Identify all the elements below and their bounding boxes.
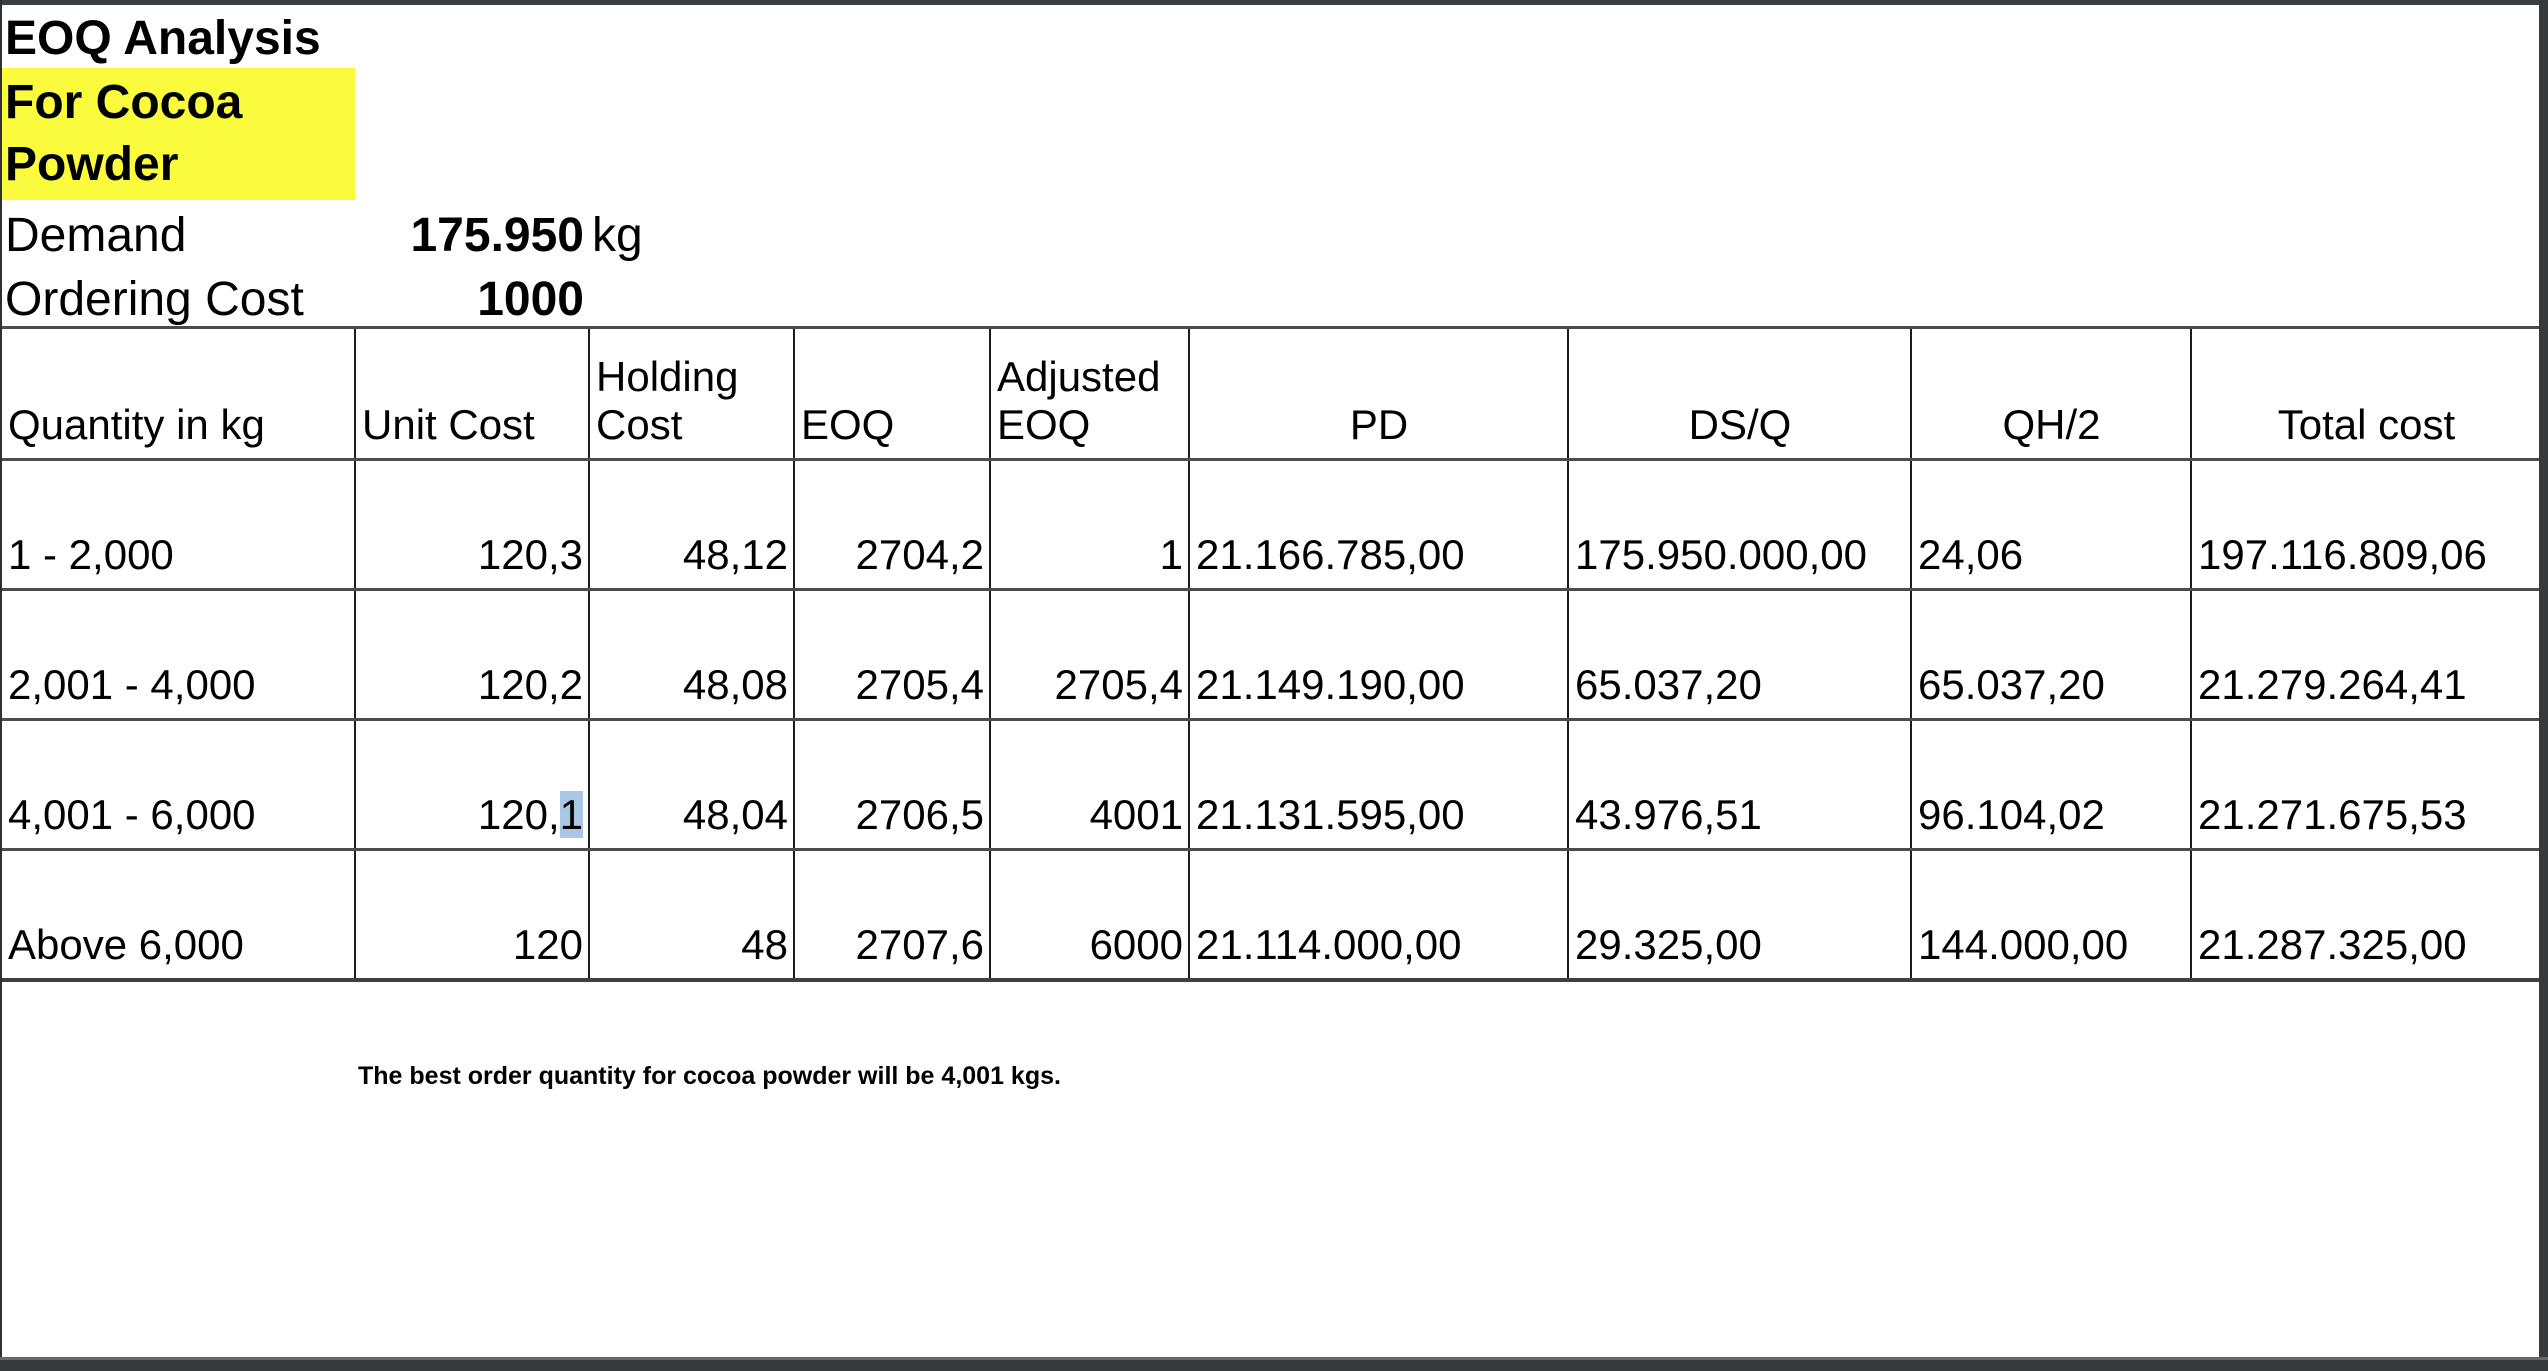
cell-r0-c2[interactable]: 48,12 xyxy=(588,458,795,591)
cell-r0-c6[interactable]: 175.950.000,00 xyxy=(1567,458,1912,591)
window-edge-left xyxy=(0,0,2,1371)
window-edge-bottom xyxy=(0,1357,2548,1371)
cell-r3-c0[interactable]: Above 6,000 xyxy=(0,848,356,981)
cell-r3-c3[interactable]: 2707,6 xyxy=(793,848,991,981)
subtitle-line-2: Powder xyxy=(5,138,179,191)
subtitle-line-1: For Cocoa xyxy=(5,76,243,129)
header-quantity-in-kg[interactable]: Quantity in kg xyxy=(0,326,356,461)
window-edge-right xyxy=(2539,0,2548,1371)
cell-r0-c1[interactable]: 120,3 xyxy=(354,458,590,591)
demand-unit[interactable]: kg xyxy=(592,209,643,262)
cell-r3-c1[interactable]: 120 xyxy=(354,848,590,981)
cell-r1-c2[interactable]: 48,08 xyxy=(588,588,795,721)
window-edge-top xyxy=(0,0,2548,5)
cell-r2-c3[interactable]: 2706,5 xyxy=(793,718,991,851)
header-qh2[interactable]: QH/2 xyxy=(1910,326,2192,461)
ordering-cost-label[interactable]: Ordering Cost xyxy=(5,273,304,326)
header-total-cost[interactable]: Total cost xyxy=(2190,326,2542,461)
cell-r0-c4[interactable]: 1 xyxy=(989,458,1190,591)
cell-r3-c8[interactable]: 21.287.325,00 xyxy=(2190,848,2542,981)
cell-r3-c7[interactable]: 144.000,00 xyxy=(1910,848,2192,981)
header-dsq[interactable]: DS/Q xyxy=(1567,326,1912,461)
selected-text: 1 xyxy=(559,791,583,838)
cell-r0-c0[interactable]: 1 - 2,000 xyxy=(0,458,356,591)
header-adjusted-eoq[interactable]: Adjusted EOQ xyxy=(989,326,1190,461)
table-header-row: Quantity in kg Unit Cost Holding Cost EO… xyxy=(0,326,2542,461)
cell-r3-c5[interactable]: 21.114.000,00 xyxy=(1188,848,1569,981)
table-row: 4,001 - 6,000 120,1 48,04 2706,5 4001 21.131.… xyxy=(0,718,2542,851)
cell-r2-c8[interactable]: 21.271.675,53 xyxy=(2190,718,2542,851)
cell-r3-c4[interactable]: 6000 xyxy=(989,848,1190,981)
header-unit-cost[interactable]: Unit Cost xyxy=(354,326,590,461)
sheet-title[interactable]: EOQ Analysis xyxy=(5,12,321,65)
cell-r1-c4[interactable]: 2705,4 xyxy=(989,588,1190,721)
cell-r1-c0[interactable]: 2,001 - 4,000 xyxy=(0,588,356,721)
conclusion-note[interactable]: The best order quantity for cocoa powder… xyxy=(358,1062,1061,1090)
header-holding-cost[interactable]: Holding Cost xyxy=(588,326,795,461)
ordering-cost-value[interactable]: 1000 xyxy=(477,273,584,326)
table-row: 1 - 2,000 120,3 48,12 2704,2 1 21.166.785,00 1… xyxy=(0,458,2542,591)
header-pd[interactable]: PD xyxy=(1188,326,1569,461)
cell-r1-c7[interactable]: 65.037,20 xyxy=(1910,588,2192,721)
cell-r1-c3[interactable]: 2705,4 xyxy=(793,588,991,721)
cell-r0-c8[interactable]: 197.116.809,06 xyxy=(2190,458,2542,591)
sheet-subtitle-highlighted[interactable]: For Cocoa Powder xyxy=(2,68,355,200)
cell-r3-c2[interactable]: 48 xyxy=(588,848,795,981)
cell-r2-c2[interactable]: 48,04 xyxy=(588,718,795,851)
cell-r1-c1[interactable]: 120,2 xyxy=(354,588,590,721)
header-eoq[interactable]: EOQ xyxy=(793,326,991,461)
cell-r0-c5[interactable]: 21.166.785,00 xyxy=(1188,458,1569,591)
cell-r0-c3[interactable]: 2704,2 xyxy=(793,458,991,591)
eoq-table: Quantity in kg Unit Cost Holding Cost EO… xyxy=(0,326,2542,982)
table-row: 2,001 - 4,000 120,2 48,08 2705,4 2705,4 21.14… xyxy=(0,588,2542,721)
cell-r2-c7[interactable]: 96.104,02 xyxy=(1910,718,2192,851)
cell-r0-c7[interactable]: 24,06 xyxy=(1910,458,2192,591)
cell-r2-c4[interactable]: 4001 xyxy=(989,718,1190,851)
cell-r1-c6[interactable]: 65.037,20 xyxy=(1567,588,1912,721)
cell-r2-c6[interactable]: 43.976,51 xyxy=(1567,718,1912,851)
cell-r2-c5[interactable]: 21.131.595,00 xyxy=(1188,718,1569,851)
demand-label[interactable]: Demand xyxy=(5,209,187,262)
cell-r1-c5[interactable]: 21.149.190,00 xyxy=(1188,588,1569,721)
cell-r1-c8[interactable]: 21.279.264,41 xyxy=(2190,588,2542,721)
cell-r2-c1[interactable]: 120,1 xyxy=(354,718,590,851)
cell-r2-c0[interactable]: 4,001 - 6,000 xyxy=(0,718,356,851)
eoq-table-body: 1 - 2,000 120,3 48,12 2704,2 1 21.166.785,00 1… xyxy=(0,458,2542,981)
table-row: Above 6,000 120 48 2707,6 6000 21.114.000,00 2… xyxy=(0,848,2542,981)
cell-r3-c6[interactable]: 29.325,00 xyxy=(1567,848,1912,981)
demand-value[interactable]: 175.950 xyxy=(410,209,584,262)
